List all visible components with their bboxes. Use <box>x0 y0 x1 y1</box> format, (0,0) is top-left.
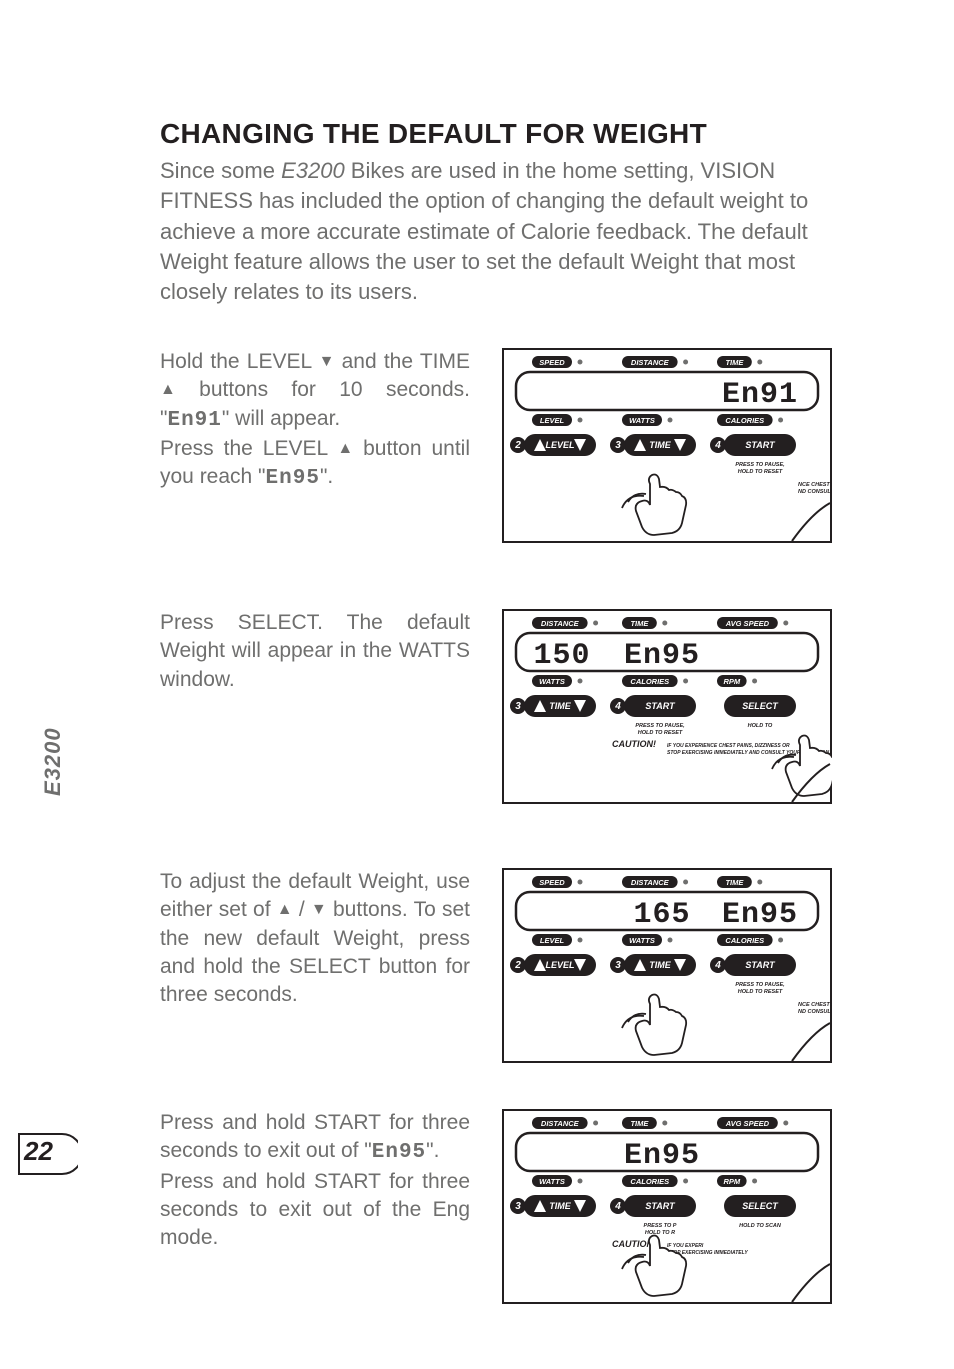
svg-text:SPEED: SPEED <box>539 358 565 367</box>
svg-text:DISTANCE: DISTANCE <box>631 878 670 887</box>
svg-text:CALORIES: CALORIES <box>725 416 764 425</box>
svg-text:TIME: TIME <box>649 440 671 450</box>
svg-text:CALORIES: CALORIES <box>725 936 764 945</box>
svg-text:WATTS: WATTS <box>539 1177 565 1186</box>
svg-text:NCE CHEST PAINS, D: NCE CHEST PAINS, D <box>798 1002 832 1008</box>
svg-text:TIME: TIME <box>649 960 671 970</box>
svg-text:HOLD TO RESET: HOLD TO RESET <box>638 730 683 736</box>
svg-text:PRESS TO P: PRESS TO P <box>644 1223 677 1229</box>
svg-text:AVG SPEED: AVG SPEED <box>725 1119 770 1128</box>
svg-text:HOLD TO: HOLD TO <box>748 723 773 729</box>
console-panel: SPEED DISTANCE TIME 165 En95 LEVEL WATTS CALORI… <box>502 868 832 1063</box>
section-heading: CHANGING THE DEFAULT FOR WEIGHT <box>160 118 820 150</box>
svg-text:En91: En91 <box>722 378 798 412</box>
console-svg: SPEED DISTANCE TIME 165 En95 LEVEL WATTS CALORI… <box>502 868 832 1063</box>
svg-text:4: 4 <box>614 701 621 712</box>
svg-text:WATTS: WATTS <box>629 936 655 945</box>
svg-text:165: 165 <box>633 898 690 932</box>
svg-text:DISTANCE: DISTANCE <box>541 1119 580 1128</box>
svg-text:DISTANCE: DISTANCE <box>541 619 580 628</box>
svg-text:DISTANCE: DISTANCE <box>631 358 670 367</box>
console-svg: SPEED DISTANCE TIME En91 LEVEL WATTS CALORIES L… <box>502 348 832 543</box>
intro-prefix: Since some <box>160 158 281 183</box>
svg-text:TIME: TIME <box>630 619 649 628</box>
console-panel: SPEED DISTANCE TIME En91 LEVEL WATTS CALORIES L… <box>502 348 832 543</box>
svg-text:3: 3 <box>615 440 621 451</box>
svg-text:SPEED: SPEED <box>539 878 565 887</box>
svg-text:START: START <box>745 960 776 970</box>
step-text: Press SELECT. The default Weight will ap… <box>160 609 470 694</box>
console-svg: DISTANCE TIME AVG SPEED En95 WATTS CALORIES RP… <box>502 1109 832 1304</box>
svg-text:HOLD TO RESET: HOLD TO RESET <box>738 469 783 475</box>
svg-text:4: 4 <box>714 960 721 971</box>
console-svg: DISTANCE TIME AVG SPEED 150 En95 WATTS CALORIE… <box>502 609 832 804</box>
svg-text:3: 3 <box>515 1201 521 1212</box>
intro-paragraph: Since some E3200 Bikes are used in the h… <box>160 156 820 308</box>
svg-text:IF YOU EXPERIENCE CHEST PAINS,: IF YOU EXPERIENCE CHEST PAINS, DIZZINESS… <box>667 743 790 749</box>
svg-text:HOLD TO SCAN: HOLD TO SCAN <box>739 1223 782 1229</box>
step-text: To adjust the default Weight, use either… <box>160 868 470 1010</box>
svg-text:ND CONSULT YOUR: ND CONSULT YOUR <box>798 1009 832 1015</box>
svg-text:150: 150 <box>533 639 590 673</box>
svg-text:4: 4 <box>614 1201 621 1212</box>
svg-text:CALORIES: CALORIES <box>630 677 669 686</box>
svg-text:TIME: TIME <box>725 358 744 367</box>
intro-model: E3200 <box>281 158 345 183</box>
model-side-tab: E3200 <box>34 726 72 798</box>
svg-text:WATTS: WATTS <box>629 416 655 425</box>
svg-text:En95: En95 <box>722 898 798 932</box>
svg-text:HOLD TO RESET: HOLD TO RESET <box>738 989 783 995</box>
step-text: Hold the LEVEL ▼ and the TIME ▲ buttons … <box>160 348 470 494</box>
svg-text:PRESS TO PAUSE,: PRESS TO PAUSE, <box>735 462 785 468</box>
svg-text:3: 3 <box>615 960 621 971</box>
svg-text:PRESS TO PAUSE,: PRESS TO PAUSE, <box>735 982 785 988</box>
page-number: 22 <box>24 1136 53 1167</box>
svg-text:NCE CHEST PAINS,: NCE CHEST PAINS, <box>798 482 832 488</box>
svg-text:LEVEL: LEVEL <box>545 440 574 450</box>
svg-text:TIME: TIME <box>549 1201 571 1211</box>
step-row: Press SELECT. The default Weight will ap… <box>160 567 830 804</box>
svg-text:LEVEL: LEVEL <box>540 416 565 425</box>
console-panel: DISTANCE TIME AVG SPEED En95 WATTS CALORIES RP… <box>502 1109 832 1304</box>
svg-text:AVG SPEED: AVG SPEED <box>725 619 770 628</box>
svg-text:START: START <box>645 1201 676 1211</box>
step-row: To adjust the default Weight, use either… <box>160 828 830 1063</box>
svg-text:SELECT: SELECT <box>742 701 779 711</box>
svg-text:3: 3 <box>515 701 521 712</box>
svg-text:WATTS: WATTS <box>539 677 565 686</box>
svg-text:CALORIES: CALORIES <box>630 1177 669 1186</box>
svg-text:2: 2 <box>514 960 521 971</box>
step-row: Hold the LEVEL ▼ and the TIME ▲ buttons … <box>160 330 830 543</box>
svg-text:En95: En95 <box>624 1139 700 1173</box>
step-text: Press and hold START for three seconds t… <box>160 1109 470 1253</box>
svg-text:En95: En95 <box>624 639 700 673</box>
svg-text:LEVEL: LEVEL <box>545 960 574 970</box>
svg-text:PRESS TO PAUSE,: PRESS TO PAUSE, <box>635 723 685 729</box>
svg-text:TIME: TIME <box>549 701 571 711</box>
svg-text:RPM: RPM <box>723 677 740 686</box>
steps-container: Hold the LEVEL ▼ and the TIME ▲ buttons … <box>160 330 830 1328</box>
svg-text:4: 4 <box>714 440 721 451</box>
svg-text:TIME: TIME <box>630 1119 649 1128</box>
svg-text:2: 2 <box>514 440 521 451</box>
svg-text:IF YOU EXPERI: IF YOU EXPERI <box>667 1243 704 1249</box>
svg-text:RPM: RPM <box>723 1177 740 1186</box>
svg-text:START: START <box>745 440 776 450</box>
svg-text:CAUTION!: CAUTION! <box>612 739 656 749</box>
svg-text:TIME: TIME <box>725 878 744 887</box>
svg-text:HOLD TO R: HOLD TO R <box>645 1230 675 1236</box>
svg-text:ND CONSULT YOU: ND CONSULT YOU <box>798 489 832 495</box>
svg-text:START: START <box>645 701 676 711</box>
step-row: Press and hold START for three seconds t… <box>160 1087 830 1304</box>
console-panel: DISTANCE TIME AVG SPEED 150 En95 WATTS CALORIE… <box>502 609 832 804</box>
svg-text:SELECT: SELECT <box>742 1201 779 1211</box>
svg-text:LEVEL: LEVEL <box>540 936 565 945</box>
page-number-badge: 22 <box>18 1133 78 1175</box>
